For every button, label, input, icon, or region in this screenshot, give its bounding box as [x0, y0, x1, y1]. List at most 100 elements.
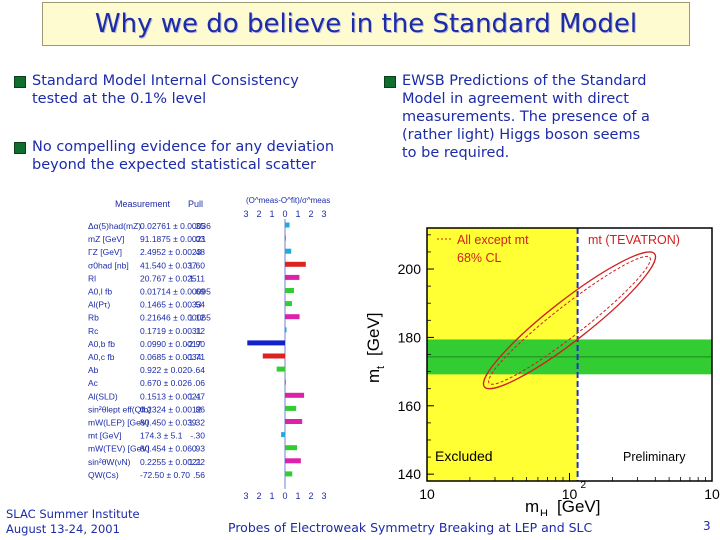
x-tick-exponent: 2	[581, 480, 587, 491]
pull-row-name: A0,l fb	[88, 287, 112, 297]
pull-rows: Δα(5)had(mZ)0.02761 ± 0.00036.35 mZ [GeV]…	[88, 219, 306, 489]
x-axis-ticks: 10102103	[419, 473, 720, 502]
pull-scale-tick: 0	[282, 491, 287, 501]
pull-row-name: Al(SLD)	[88, 391, 118, 401]
left-bullet-1: Standard Model Internal Consistency test…	[14, 72, 299, 108]
pull-bar	[285, 392, 305, 398]
pull-scale-tick: 1	[295, 491, 300, 501]
pull-row-name: Ac	[88, 378, 99, 388]
pull-row-name: mt [GeV]	[88, 431, 122, 441]
pull-row-name: Rl	[88, 273, 96, 283]
pull-row-value: 0.2255 ± 0.0021	[140, 457, 202, 467]
pull-row-pull: -2.90	[186, 339, 206, 349]
pull-bar	[285, 379, 286, 385]
pull-row-pull: 1.47	[188, 391, 205, 401]
pull-row-value: 0.1719 ± 0.0031	[140, 326, 202, 336]
pull-bar	[247, 340, 285, 346]
pull-bar	[276, 366, 285, 372]
pull-row-value: 0.21646 ± 0.00065	[140, 313, 211, 323]
title-box: Why we do believe in the Standard Model	[42, 2, 690, 46]
pull-bar	[285, 222, 290, 228]
pull-row-pull: 1.11	[189, 273, 205, 283]
y-axis-title-unit: [GeV]	[364, 313, 383, 356]
pull-row-name: ΓZ [GeV]	[88, 247, 122, 257]
bullet-text: beyond the expected statistical scatter	[32, 157, 317, 173]
pull-scale-tick: 3	[321, 209, 326, 219]
pull-row-name: mZ [GeV]	[88, 234, 124, 244]
preliminary-label: Preliminary	[623, 450, 686, 464]
bullet-text: (rather light) Higgs boson seems	[402, 127, 641, 143]
pull-bar	[285, 261, 306, 267]
pull-row-pull: -.64	[190, 365, 205, 375]
pull-row-value: 0.922 ± 0.020	[140, 365, 192, 375]
pull-row-pull: .48	[193, 247, 205, 257]
pull-row-pull: .69	[193, 287, 205, 297]
pull-row-pull: .86	[193, 404, 205, 414]
pull-bar	[285, 419, 303, 424]
page-number: 3	[703, 519, 711, 533]
pull-row-name: sin²θlept eff(Qfb)	[88, 404, 151, 414]
pull-bar	[285, 471, 293, 477]
pull-row-pull: .93	[193, 444, 205, 454]
y-tick-label: 160	[398, 398, 422, 414]
bullet-text: Standard Model Internal Consistency	[32, 73, 299, 89]
pull-scale-tick: 1	[295, 209, 300, 219]
bullet-text: measurements. The presence of a	[402, 109, 650, 125]
excluded-label: Excluded	[435, 448, 493, 464]
pull-row-value: 0.0685 ± 0.0034	[140, 352, 202, 362]
pull-scale-tick: 3	[321, 491, 326, 501]
pull-bar	[285, 274, 300, 280]
pull-row-pull: .35	[193, 221, 205, 231]
pull-row-value: 20.767 ± 0.025	[140, 273, 197, 283]
pull-row-value: 80.454 ± 0.060	[140, 444, 197, 454]
pull-row-name: sin²θW(νN)	[88, 457, 131, 467]
pull-header-measurement: Measurement	[115, 199, 171, 209]
mt-band-label: mt (TEVATRON)	[588, 233, 680, 247]
pull-row-value: -72.50 ± 0.70	[140, 470, 190, 480]
y-tick-label: 180	[398, 329, 422, 345]
bullet-square-icon	[14, 76, 26, 88]
x-tick-label: 10	[419, 486, 435, 502]
bullet-square-icon	[384, 76, 396, 88]
pull-row-value: 0.1513 ± 0.0021	[140, 391, 202, 401]
pull-bar	[285, 405, 297, 411]
pull-row-value: 91.1875 ± 0.0021	[140, 234, 206, 244]
pull-header-scale: (O^meas-O^fit)/σ^meas	[246, 196, 330, 205]
y-axis-title: m t [GeV]	[364, 313, 387, 383]
pull-scale-tick: 2	[308, 491, 313, 501]
contour-label-line1: All except mt	[457, 233, 529, 247]
bullet-text: to be required.	[402, 145, 510, 161]
bullet-square-icon	[14, 142, 26, 154]
x-axis-title-unit: [GeV]	[557, 497, 600, 516]
pull-row-name: Rc	[88, 326, 99, 336]
pull-row-value: 2.4952 ± 0.0023	[140, 247, 202, 257]
pull-row-pull: 1.22	[188, 457, 205, 467]
pull-row-name: A0,c fb	[88, 352, 115, 362]
x-tick-label: 10	[562, 486, 578, 502]
pull-scale-tick: 2	[256, 491, 261, 501]
pull-row-value: 0.02761 ± 0.00036	[140, 221, 211, 231]
right-bullet: EWSB Predictions of the Standard Model i…	[384, 72, 650, 162]
pull-scale-tick: 3	[243, 209, 248, 219]
bullet-text: No compelling evidence for any deviation	[32, 139, 335, 155]
pull-row-name: mW(TEV) [GeV]	[88, 444, 149, 454]
pull-scale-tick: 2	[308, 209, 313, 219]
pull-row-pull: -1.71	[186, 352, 206, 362]
pull-row-value: 0.2324 ± 0.0012	[140, 404, 202, 414]
pull-row-value: 0.0990 ± 0.0017	[140, 339, 202, 349]
pull-row-name: Rb	[88, 313, 99, 323]
pull-row-name: Ab	[88, 365, 99, 375]
y-axis-ticks: 140 160 180 200	[398, 234, 434, 482]
x-tick-label: 10	[704, 486, 720, 502]
pull-bar	[285, 235, 286, 241]
x-axis-title: m H [GeV]	[525, 497, 600, 516]
pull-row-pull: .06	[193, 378, 205, 388]
pull-row-pull: 1.32	[188, 418, 205, 428]
left-bullet-2: No compelling evidence for any deviation…	[14, 138, 334, 174]
slide-title: Why we do believe in the Standard Model	[94, 9, 638, 39]
y-tick-label: 140	[398, 466, 422, 482]
pull-table-figure: Measurement Pull (O^meas-O^fit)/σ^meas 3…	[88, 196, 330, 501]
